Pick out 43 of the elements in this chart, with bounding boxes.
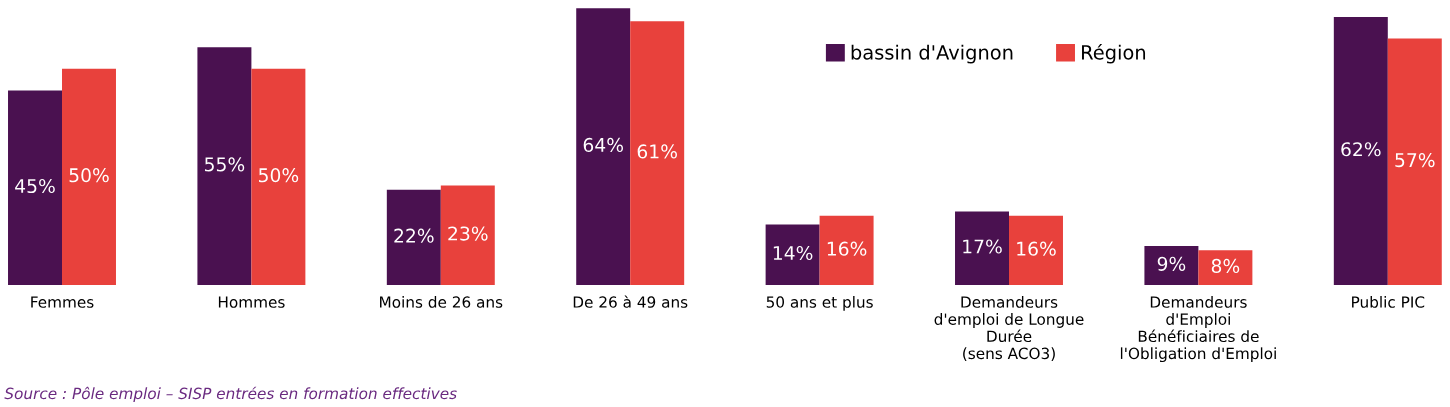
- bar: [630, 21, 685, 285]
- data-label: 50%: [259, 168, 299, 183]
- data-label: 62%: [1341, 142, 1381, 157]
- data-label: 16%: [827, 241, 867, 256]
- data-label: 22%: [394, 228, 434, 243]
- bar: [251, 68, 306, 285]
- data-label: 64%: [583, 137, 624, 153]
- bar: [955, 211, 1009, 285]
- bar: [1009, 215, 1063, 285]
- data-label: 55%: [205, 157, 245, 172]
- data-label: 50%: [69, 168, 109, 183]
- data-label: 9%: [1157, 256, 1186, 271]
- bar: [576, 8, 631, 285]
- x-tick-label: Public PIC: [1352, 296, 1425, 308]
- legend-label: bassin d'Avignon: [851, 44, 1013, 64]
- bar: [819, 215, 874, 285]
- data-label: 23%: [448, 226, 488, 241]
- x-tick-label: Moins de 26 ans: [380, 296, 503, 308]
- x-tick-label: Hommes: [218, 296, 285, 308]
- data-label: 16%: [1017, 241, 1056, 256]
- bar: [440, 185, 495, 285]
- bar: [1387, 38, 1442, 285]
- data-label: 61%: [637, 144, 677, 159]
- data-label: 8%: [1211, 258, 1240, 274]
- legend-label: Région: [1082, 43, 1146, 64]
- x-tick-label: De 26 à 49 ans: [573, 295, 688, 308]
- bar: [8, 90, 62, 285]
- bar: [765, 224, 820, 285]
- x-tick-label: 50 ans et plus: [766, 296, 873, 311]
- x-tick-label: Demandeurs d'emploi de Longue Durée (sens ACO3): [934, 296, 1084, 361]
- x-tick-label: Femmes: [31, 296, 94, 308]
- data-label: 57%: [1395, 152, 1435, 168]
- data-label: 14%: [773, 245, 813, 261]
- x-tick-label: Demandeurs d'Emploi Bénéficiaires de l'Obligation d'Emploi: [1120, 296, 1276, 363]
- source-note: Source : Pôle emploi – SISP entrées en formation effectives: [4, 386, 457, 403]
- bar: [197, 47, 252, 285]
- bar: [1198, 250, 1253, 285]
- bar: [1333, 16, 1388, 285]
- bar: [62, 68, 116, 285]
- data-label: 45%: [15, 178, 55, 194]
- data-label: 17%: [963, 239, 1002, 254]
- bar: [1144, 246, 1199, 285]
- bar: [386, 189, 441, 285]
